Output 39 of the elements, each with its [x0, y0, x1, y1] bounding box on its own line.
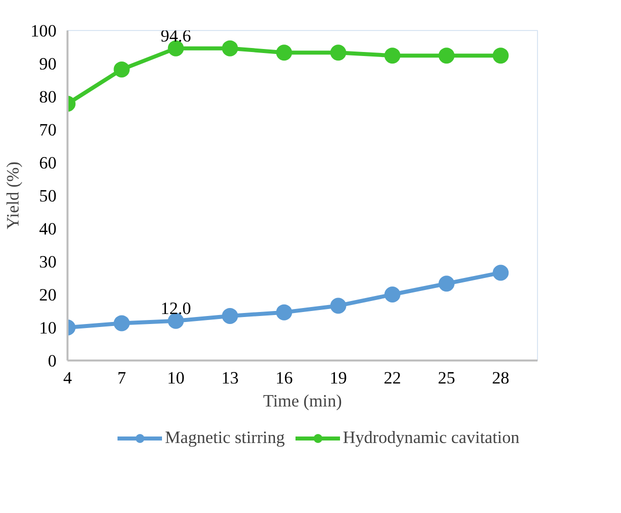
point	[492, 264, 509, 281]
y-tick-label: 10	[39, 318, 56, 338]
x-tick-label: 13	[221, 368, 239, 388]
y-tick-label: 40	[39, 220, 56, 238]
x-tick-label: 25	[438, 368, 456, 388]
data-label: 12.0	[160, 298, 192, 318]
point	[276, 304, 292, 320]
legend-label: Magnetic stirring	[165, 428, 285, 448]
y-tick-label: 100	[30, 22, 57, 40]
point	[330, 44, 346, 61]
point	[492, 48, 509, 64]
y-tick-label: 90	[39, 54, 56, 74]
point	[114, 315, 130, 332]
point	[222, 40, 238, 56]
y-tick-label: 20	[39, 286, 56, 304]
y-tick-label: 80	[39, 88, 56, 106]
x-tick-label: 16	[275, 368, 294, 388]
y-tick-label: 70	[39, 120, 56, 140]
point	[384, 286, 400, 302]
point	[330, 298, 346, 314]
x-axis-title: Time (min)	[263, 392, 342, 410]
y-tick-label: 30	[39, 252, 56, 272]
x-tick-label: 19	[330, 368, 347, 388]
y-axis-title: Yield (%)	[4, 161, 23, 230]
point	[438, 48, 455, 64]
legend-label: Hydrodynamic cavitation	[342, 428, 520, 448]
y-tick-label: 0	[48, 352, 57, 370]
point	[438, 276, 455, 292]
x-tick-label: 28	[492, 368, 510, 388]
point	[114, 61, 130, 78]
y-tick-label: 60	[39, 154, 56, 172]
x-tick-label: 22	[384, 368, 402, 388]
point	[222, 308, 238, 324]
x-tick-label: 4	[63, 368, 72, 388]
point	[384, 48, 400, 64]
x-tick-label: 7	[117, 368, 126, 388]
x-tick-label: 10	[167, 368, 184, 388]
y-tick-label: 50	[39, 186, 56, 206]
point	[276, 44, 292, 61]
